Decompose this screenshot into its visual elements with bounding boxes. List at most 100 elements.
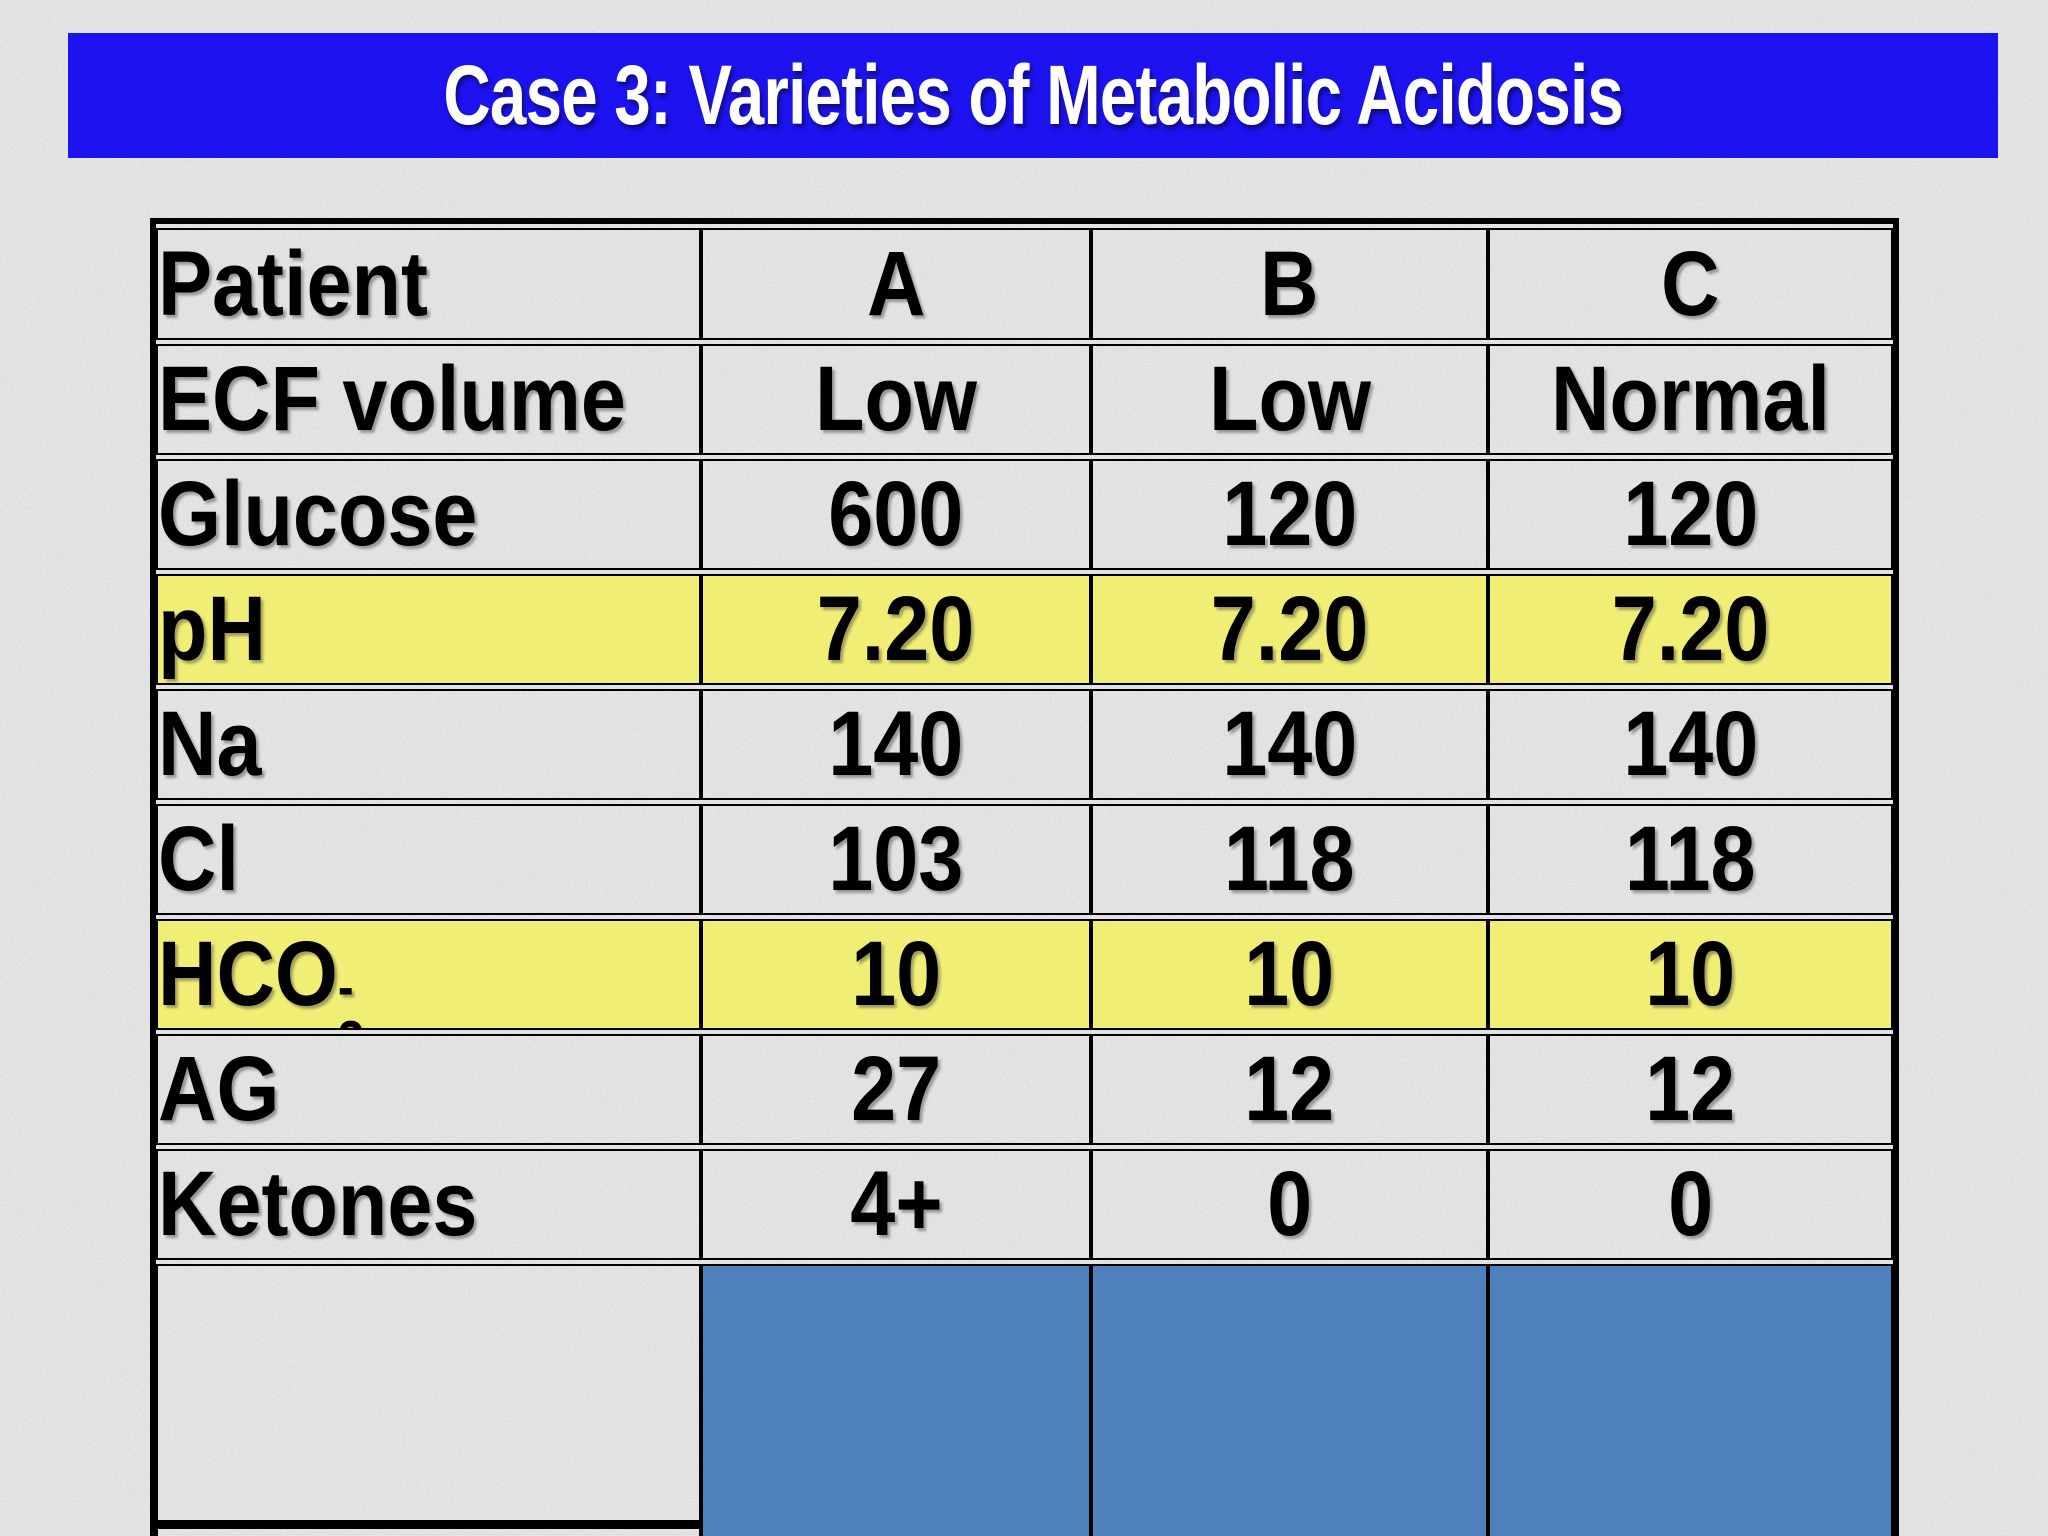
row-label-cell: pH — [156, 574, 701, 685]
table-row-ecf-volume: ECF volume Low Low Normal — [156, 344, 1893, 455]
cell-text: 7.20 — [1210, 578, 1369, 680]
cell-text: 118 — [1224, 808, 1355, 910]
value-cell-b: 7.20 — [1091, 574, 1488, 685]
patients-table: Patient A B C ECF volume Low Low Normal … — [156, 224, 1893, 1536]
cell-text: Low — [1208, 348, 1371, 450]
column-header-a: A — [701, 228, 1091, 340]
value-cell-a: 140 — [701, 689, 1091, 800]
value-cell-a: 7.20 — [701, 574, 1091, 685]
table-row-ag: AG 27 12 12 — [156, 1034, 1893, 1145]
row-label-cell: AG — [156, 1034, 701, 1145]
cell-text: Glucose — [158, 463, 478, 565]
row-label-cell: Na — [156, 689, 701, 800]
header-text: Patient — [158, 232, 428, 335]
hco3-base: HCO — [158, 923, 338, 1025]
value-cell-c: 12 — [1488, 1034, 1893, 1145]
table-row-na: Na 140 140 140 — [156, 689, 1893, 800]
value-cell-c: 10 — [1488, 919, 1893, 1030]
cell-text: 0 — [1266, 1153, 1313, 1255]
cell-text: 12 — [1244, 1038, 1335, 1140]
value-cell-a: 27 — [701, 1034, 1091, 1145]
value-cell-c: 140 — [1488, 689, 1893, 800]
cell-text: 120 — [1622, 463, 1759, 565]
patient-column-bottom-border — [150, 1520, 703, 1529]
cell-text: Cl — [158, 808, 239, 910]
table-row-ketones: Ketones 4+ 0 0 — [156, 1149, 1893, 1260]
value-cell-b: Low — [1091, 344, 1488, 455]
patients-table-wrapper: Patient A B C ECF volume Low Low Normal … — [150, 218, 1899, 1536]
cell-text: 4+ — [849, 1153, 943, 1255]
hco3-superscript: - — [337, 958, 354, 1018]
value-cell-b: 140 — [1091, 689, 1488, 800]
table-row-hco3: HCO-3 10 10 10 — [156, 919, 1893, 1030]
column-header-c: C — [1488, 228, 1893, 340]
cell-text: pH — [158, 578, 266, 680]
cell-text: 10 — [1645, 923, 1736, 1025]
value-cell-c: 118 — [1488, 804, 1893, 915]
value-cell-c: Normal — [1488, 344, 1893, 455]
value-cell-b: 120 — [1091, 459, 1488, 570]
hco3-subsup: -3 — [337, 958, 364, 1028]
cell-text: 103 — [828, 808, 964, 910]
cell-text: 140 — [1622, 693, 1759, 795]
row-label-cell: HCO-3 — [156, 919, 701, 1030]
slide-title: Case 3: Varieties of Metabolic Acidosis — [443, 48, 1624, 142]
value-cell-a: 600 — [701, 459, 1091, 570]
answer-cell-b — [1091, 1264, 1488, 1536]
table-row-ph: pH 7.20 7.20 7.20 — [156, 574, 1893, 685]
answer-cell-c — [1488, 1264, 1893, 1536]
cell-text: 118 — [1625, 808, 1756, 910]
value-cell-b: 0 — [1091, 1149, 1488, 1260]
cell-text: 10 — [850, 923, 942, 1025]
row-label-cell-empty — [156, 1264, 701, 1536]
column-header-patient: Patient — [156, 228, 701, 340]
value-cell-b: 118 — [1091, 804, 1488, 915]
table-row-answer-blank — [156, 1264, 1893, 1536]
row-label-cell: Glucose — [156, 459, 701, 570]
value-cell-a: 10 — [701, 919, 1091, 1030]
row-label-cell: Ketones — [156, 1149, 701, 1260]
highlight-band-ph — [156, 574, 1893, 685]
cell-text: 0 — [1667, 1153, 1714, 1255]
value-cell-b: 10 — [1091, 919, 1488, 1030]
header-text: C — [1661, 232, 1720, 335]
highlight-band-hco3 — [156, 919, 1893, 1030]
cell-text: 600 — [828, 463, 964, 565]
header-text: B — [1260, 232, 1319, 335]
cell-text: 12 — [1645, 1038, 1736, 1140]
cell-text: Low — [815, 348, 977, 450]
table-row-cl: Cl 103 118 118 — [156, 804, 1893, 915]
row-label-cell: ECF volume — [156, 344, 701, 455]
cell-text: 10 — [1244, 923, 1335, 1025]
hco3-subscript: 3 — [338, 1015, 364, 1028]
column-header-b: B — [1091, 228, 1488, 340]
cell-text: HCO-3 — [158, 922, 364, 1028]
cell-text: 7.20 — [817, 578, 975, 680]
cell-text: 140 — [1221, 693, 1358, 795]
cell-text: AG — [158, 1038, 280, 1140]
cell-text: 7.20 — [1611, 578, 1770, 680]
header-text: A — [866, 232, 926, 335]
answer-area-blue-band — [701, 1264, 1893, 1536]
table-row-glucose: Glucose 600 120 120 — [156, 459, 1893, 570]
cell-text: ECF volume — [158, 348, 626, 450]
value-cell-a: Low — [701, 344, 1091, 455]
cell-text: 120 — [1221, 463, 1358, 565]
cell-text: Ketones — [158, 1153, 478, 1255]
title-banner: Case 3: Varieties of Metabolic Acidosis — [68, 33, 1998, 158]
value-cell-c: 7.20 — [1488, 574, 1893, 685]
value-cell-b: 12 — [1091, 1034, 1488, 1145]
value-cell-c: 120 — [1488, 459, 1893, 570]
value-cell-a: 103 — [701, 804, 1091, 915]
table-header-row: Patient A B C — [156, 228, 1893, 340]
value-cell-a: 4+ — [701, 1149, 1091, 1260]
cell-text: Na — [158, 693, 262, 795]
answer-cell-a — [701, 1264, 1091, 1536]
value-cell-c: 0 — [1488, 1149, 1893, 1260]
cell-text: 140 — [828, 693, 964, 795]
cell-text: 27 — [850, 1038, 942, 1140]
cell-text: Normal — [1551, 348, 1830, 450]
row-label-cell: Cl — [156, 804, 701, 915]
